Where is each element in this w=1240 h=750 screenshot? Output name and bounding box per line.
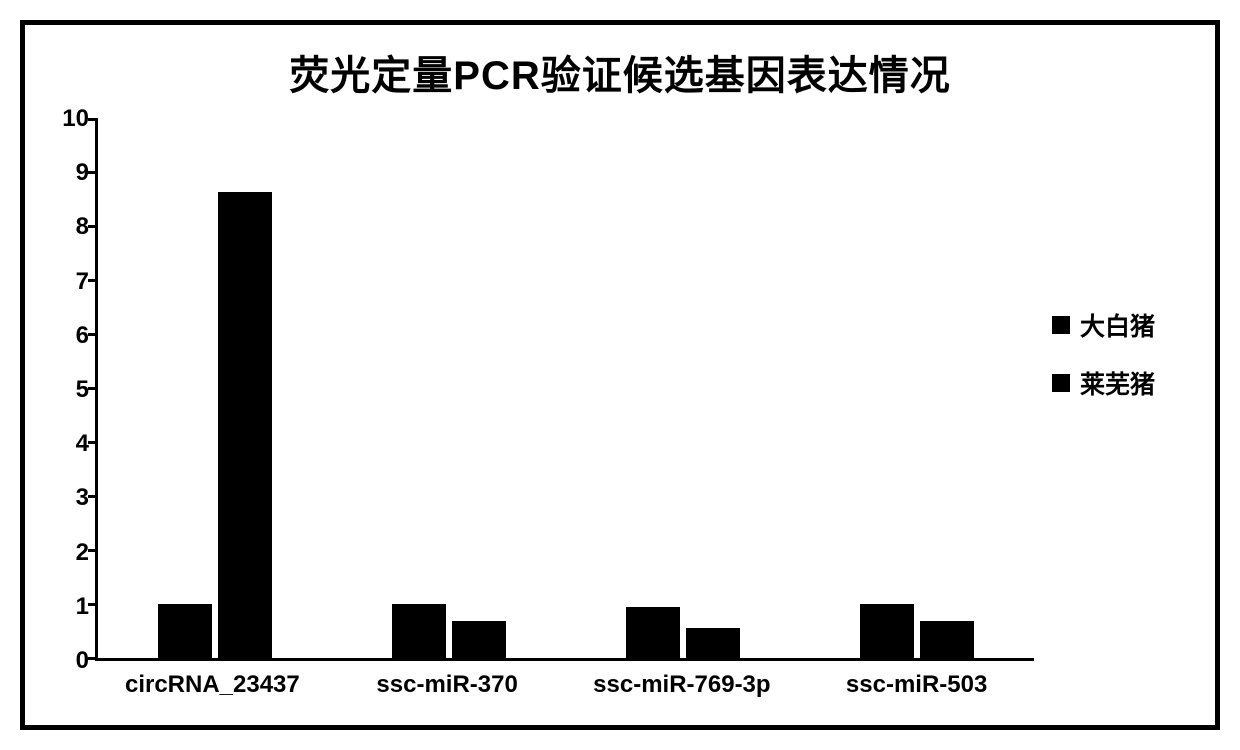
x-tick-label: ssc-miR-503: [799, 661, 1034, 709]
y-tick-mark: [88, 171, 98, 174]
y-axis: 012345678910: [41, 119, 95, 661]
y-tick-mark: [88, 333, 98, 336]
legend-item: 莱芜猪: [1052, 365, 1199, 401]
y-tick-mark: [88, 441, 98, 444]
y-tick-mark: [88, 657, 98, 660]
chart-title: 荧光定量PCR验证候选基因表达情况: [41, 43, 1199, 101]
legend-label: 莱芜猪: [1080, 365, 1155, 401]
bar: [920, 621, 974, 658]
bar: [392, 604, 446, 658]
y-tick-label: 0: [76, 647, 89, 675]
bar: [686, 628, 740, 658]
y-tick-mark: [88, 603, 98, 606]
y-tick-label: 8: [76, 213, 89, 241]
x-tick-label: circRNA_23437: [95, 661, 330, 709]
bars-layer: [98, 119, 1034, 658]
bar: [860, 604, 914, 658]
legend: 大白猪莱芜猪: [1034, 119, 1199, 589]
y-tick-label: 5: [76, 376, 89, 404]
y-tick-mark: [88, 279, 98, 282]
y-tick-mark: [88, 387, 98, 390]
chart-frame: 荧光定量PCR验证候选基因表达情况 0 1 2 3 4 5 6 7 8 9 10 circRNA_2…: [20, 20, 1220, 730]
y-tick-label: 4: [76, 430, 89, 458]
bar-group: [566, 119, 800, 658]
y-tick-mark: [88, 549, 98, 552]
x-axis: circRNA_23437ssc-miR-370ssc-miR-769-3pss…: [95, 661, 1034, 709]
bar-group: [800, 119, 1034, 658]
plot-column: circRNA_23437ssc-miR-370ssc-miR-769-3pss…: [95, 119, 1034, 709]
y-tick-mark: [88, 495, 98, 498]
legend-swatch: [1052, 374, 1070, 392]
y-tick-label: 3: [76, 484, 89, 512]
x-tick-label: ssc-miR-769-3p: [565, 661, 800, 709]
bar-group: [332, 119, 566, 658]
legend-label: 大白猪: [1080, 307, 1155, 343]
y-tick-mark: [88, 118, 98, 121]
bar: [218, 192, 272, 658]
title-suffix: 验证候选基因表达情况: [541, 54, 951, 98]
y-tick-label: 1: [76, 593, 89, 621]
chart-body: 012345678910 circRNA_23437ssc-miR-370ssc…: [41, 119, 1199, 709]
y-tick-label: 6: [76, 322, 89, 350]
title-prefix: 荧光定量: [289, 54, 453, 98]
bar: [452, 621, 506, 658]
bar: [626, 607, 680, 658]
legend-swatch: [1052, 316, 1070, 334]
y-tick-mark: [88, 225, 98, 228]
y-tick-label: 2: [76, 539, 89, 567]
plot-area: [95, 119, 1034, 661]
bar-group: [98, 119, 332, 658]
y-tick-label: 9: [76, 159, 89, 187]
legend-item: 大白猪: [1052, 307, 1199, 343]
y-tick-label: 10: [62, 105, 89, 133]
title-latin: PCR: [453, 54, 540, 98]
y-tick-label: 7: [76, 268, 89, 296]
bar: [158, 604, 212, 658]
x-tick-label: ssc-miR-370: [330, 661, 565, 709]
plot-legend-wrap: circRNA_23437ssc-miR-370ssc-miR-769-3pss…: [95, 119, 1199, 709]
